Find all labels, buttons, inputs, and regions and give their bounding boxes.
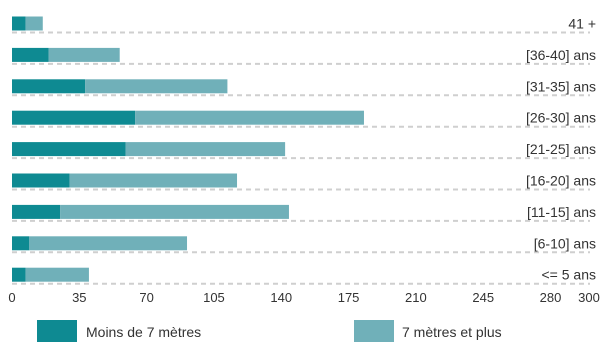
bar-11-15-ans-7-m-tres-et-plus[interactable]	[60, 204, 289, 219]
legend-label-7-et-plus: 7 mètres et plus	[402, 324, 502, 340]
x-axis-ticks: 0 35 70 105 140 175 210 245 280 300	[8, 290, 599, 305]
x-tick-label-5: 175	[338, 290, 360, 305]
legend-swatch-moins-de-7	[37, 320, 77, 342]
category-label-5-ans: <= 5 ans	[542, 267, 597, 283]
category-label-36-40-ans: [36-40] ans	[526, 47, 596, 63]
bar-36-40-ans-7-m-tres-et-plus[interactable]	[48, 47, 120, 62]
bar-6-10-ans-moins-de-7-m-tres[interactable]	[12, 236, 30, 251]
bar-41-moins-de-7-m-tres[interactable]	[12, 16, 26, 31]
category-label-26-30-ans: [26-30] ans	[526, 110, 596, 126]
category-label-21-25-ans: [21-25] ans	[526, 141, 596, 157]
bar-41-7-m-tres-et-plus[interactable]	[25, 16, 43, 31]
x-tick-label-6: 210	[405, 290, 427, 305]
legend-item-7-et-plus[interactable]: 7 mètres et plus	[354, 320, 502, 342]
category-label-16-20-ans: [16-20] ans	[526, 173, 596, 189]
bar-16-20-ans-7-m-tres-et-plus[interactable]	[69, 173, 238, 188]
x-tick-label-3: 105	[203, 290, 225, 305]
category-label-31-35-ans: [31-35] ans	[526, 78, 596, 94]
x-tick-label-8: 280	[540, 290, 562, 305]
x-tick-label-9: 300	[578, 290, 600, 305]
bar-16-20-ans-moins-de-7-m-tres[interactable]	[12, 173, 70, 188]
x-tick-label-2: 70	[139, 290, 153, 305]
bar-21-25-ans-7-m-tres-et-plus[interactable]	[125, 142, 286, 157]
legend-label-moins-de-7: Moins de 7 mètres	[86, 324, 201, 340]
bar-26-30-ans-7-m-tres-et-plus[interactable]	[135, 110, 364, 125]
grid-lines	[12, 31, 590, 285]
bar-31-35-ans-7-m-tres-et-plus[interactable]	[85, 79, 228, 94]
bar-6-10-ans-7-m-tres-et-plus[interactable]	[29, 236, 188, 251]
category-label-6-10-ans: [6-10] ans	[534, 235, 596, 251]
x-tick-label-4: 140	[270, 290, 292, 305]
category-labels: 41 + [36-40] ans [31-35] ans [26-30] ans [21…	[526, 16, 596, 283]
bar-26-30-ans-moins-de-7-m-tres[interactable]	[12, 110, 136, 125]
bar-36-40-ans-moins-de-7-m-tres[interactable]	[12, 47, 49, 62]
legend-swatch-7-et-plus	[354, 320, 394, 342]
legend: Moins de 7 mètres 7 mètres et plus	[37, 320, 502, 342]
legend-item-moins-de-7[interactable]: Moins de 7 mètres	[37, 320, 201, 342]
x-tick-label-1: 35	[72, 290, 86, 305]
bar-21-25-ans-moins-de-7-m-tres[interactable]	[12, 142, 126, 157]
x-tick-label-0: 0	[8, 290, 15, 305]
bar-5-ans-moins-de-7-m-tres[interactable]	[12, 267, 26, 282]
category-label-41: 41 +	[568, 16, 596, 32]
x-tick-label-7: 245	[472, 290, 494, 305]
category-label-11-15-ans: [11-15] ans	[527, 204, 596, 220]
bar-31-35-ans-moins-de-7-m-tres[interactable]	[12, 79, 86, 94]
bar-5-ans-7-m-tres-et-plus[interactable]	[25, 267, 89, 282]
bar-11-15-ans-moins-de-7-m-tres[interactable]	[12, 204, 61, 219]
bars	[12, 16, 364, 282]
